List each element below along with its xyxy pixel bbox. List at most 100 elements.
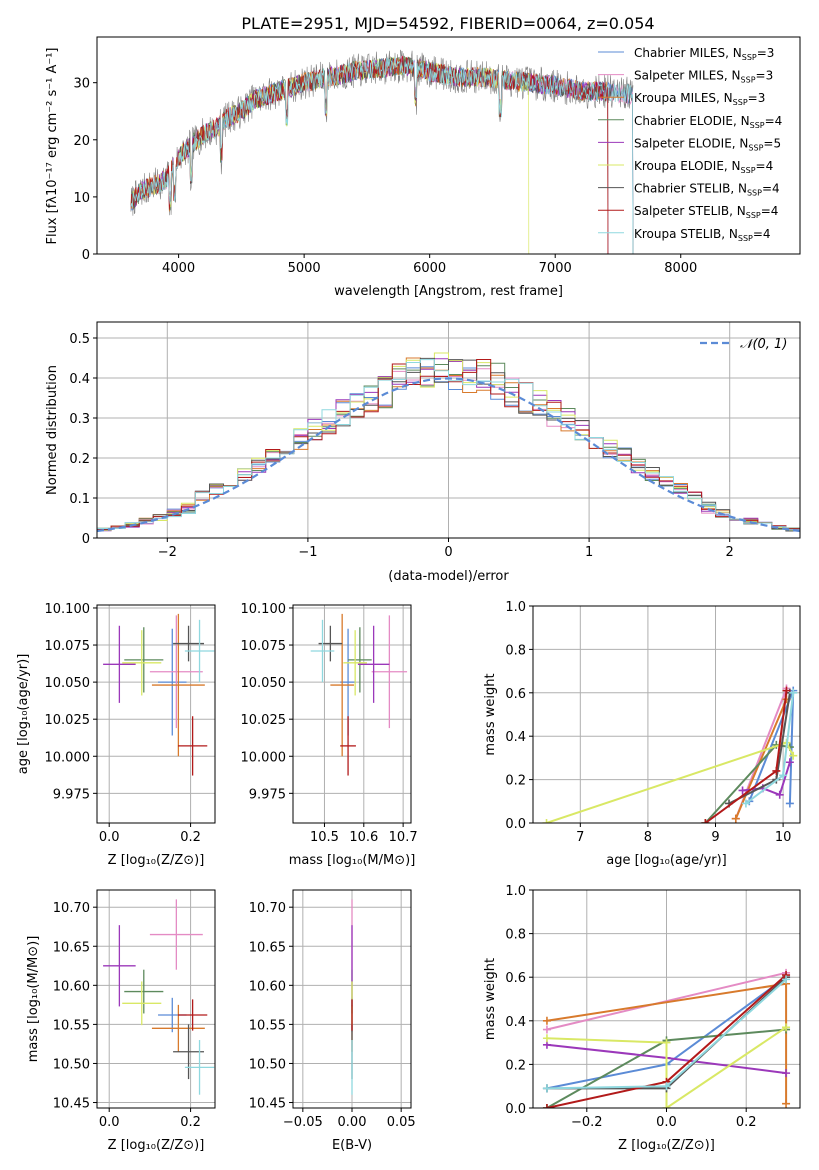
x-tick-label: 9	[711, 830, 719, 845]
errorbar-point-krou-miles	[330, 613, 354, 757]
y-tick-label: 0	[82, 248, 90, 263]
weight-marker	[738, 786, 747, 795]
y-tick-label: 10.025	[45, 713, 91, 728]
x-axis-label: age [log₁₀(age/yr)]	[606, 853, 727, 868]
y-tick-label: 10.45	[249, 1097, 286, 1112]
weight-marker	[782, 1023, 791, 1032]
errorbar-point-krou-elodie	[122, 630, 162, 696]
y-tick-label: 9.975	[249, 787, 286, 802]
y-axis-label: Normed distribution	[45, 365, 60, 495]
y-tick-label: 10	[73, 191, 90, 206]
axes-frame	[532, 605, 801, 824]
x-axis-label: Z [log₁₀(Z/Z⊙)]	[108, 853, 205, 868]
histogram-krou-stelib	[97, 359, 800, 531]
model-spectrum-krou-stelib	[130, 56, 634, 254]
weight-series-salp-stelib	[701, 686, 791, 823]
plot-area-mass_vs_Z	[103, 899, 215, 1095]
x-tick-label: 6000	[413, 261, 446, 276]
model-spectrum-salp-elodie	[130, 57, 609, 254]
panel-age_vs_mass: 10.5 10.6 10.7 9.975 10.000 10.025 10.050 10.07…	[241, 602, 418, 868]
x-tick-label: 0.2	[180, 830, 201, 845]
weight-marker	[542, 1034, 551, 1043]
x-tick-label: 7000	[539, 261, 572, 276]
legend-entry: Kroupa MILES, NSSP=3	[598, 91, 765, 107]
y-tick-label: 0.2	[69, 452, 90, 467]
x-tick-label: 1	[585, 545, 593, 560]
weight-marker	[789, 751, 798, 760]
x-axis-label: E(B-V)	[332, 1138, 372, 1153]
legend-label: Chabrier MILES, NSSP=3	[634, 46, 774, 62]
errorbar-point-chab-stelib	[173, 1024, 205, 1080]
x-tick-label: 10.7	[389, 830, 418, 845]
legend-label: Chabrier ELODIE, NSSP=4	[634, 114, 782, 130]
y-tick-label: 0.4	[69, 372, 90, 387]
weight-marker	[542, 819, 551, 823]
x-axis-label: Z [log₁₀(Z/Z⊙)]	[108, 1138, 205, 1153]
x-tick-label: 5000	[288, 261, 321, 276]
plot-area-age_vs_Z	[103, 613, 215, 776]
y-axis-label: mass weight	[483, 673, 498, 755]
x-tick-label: 0.05	[387, 1115, 416, 1130]
y-tick-label: 10.50	[249, 1057, 286, 1072]
errorbar-point-krou-stelib	[184, 619, 215, 683]
y-tick-label: 10.075	[45, 639, 91, 654]
errorbar-point-krou-stelib	[310, 619, 335, 683]
axes-frame	[292, 889, 412, 1109]
histogram-chab-stelib	[97, 357, 800, 532]
legend-entry: Salpeter MILES, NSSP=3	[598, 69, 773, 85]
weight-series-krou-elodie	[542, 1023, 791, 1108]
y-tick-label: 10.70	[53, 901, 90, 916]
axes-frame	[96, 36, 801, 255]
gaussian-curve	[97, 377, 800, 533]
errorbar-point-chab-miles	[158, 628, 187, 736]
x-tick-label: 0.2	[180, 1115, 201, 1130]
y-tick-label: 10.65	[249, 940, 286, 955]
legend-label: Salpeter ELODIE, NSSP=5	[634, 136, 781, 152]
x-axis-label: wavelength [Angstrom, rest frame]	[334, 284, 563, 299]
errorbar-point-salp-elodie	[357, 625, 390, 703]
y-tick-label: 0.5	[69, 332, 90, 347]
y-tick-label: 10.60	[53, 979, 90, 994]
panel-spectrum: 4000 5000 6000 7000 8000 0 10 20 30 wavelength [A…	[45, 36, 801, 299]
x-axis-label: Z [log₁₀(Z/Z⊙)]	[618, 1138, 715, 1153]
weight-marker	[785, 758, 794, 767]
y-tick-label: 0.8	[505, 643, 526, 658]
errorbar-point-krou-miles	[151, 613, 205, 757]
y-axis-label: age [log₁₀(age/yr)]	[16, 654, 31, 775]
weight-marker	[785, 799, 794, 808]
errorbar-point-salp-elodie	[103, 625, 136, 703]
x-axis-label: (data-model)/error	[388, 569, 509, 584]
weight-marker	[782, 1099, 791, 1108]
weight-marker	[701, 819, 710, 823]
y-tick-label: 10.075	[241, 639, 287, 654]
legend-label: Salpeter STELIB, NSSP=4	[634, 204, 778, 220]
y-tick-label: 0.6	[505, 971, 526, 986]
axes-frame	[292, 604, 412, 824]
y-tick-label: 10.55	[53, 1018, 90, 1033]
legend-entry: Salpeter STELIB, NSSP=4	[598, 204, 778, 220]
plot-area-weight_vs_Z	[542, 968, 791, 1108]
y-axis-label: mass weight	[483, 958, 498, 1040]
weight-marker	[542, 1025, 551, 1034]
y-tick-label: 0.3	[69, 412, 90, 427]
y-tick-label: 10.50	[53, 1057, 90, 1072]
weight-marker	[731, 814, 740, 823]
panel-mass_vs_Z: 0.0 0.2 10.45 10.50 10.55 10.60 10.65 10.70 Z [l…	[26, 889, 216, 1153]
histogram-krou-elodie	[97, 352, 800, 531]
legend-label: Kroupa ELODIE, NSSP=4	[634, 159, 773, 175]
y-tick-label: 10.55	[249, 1018, 286, 1033]
histogram-chab-miles	[97, 366, 800, 531]
x-tick-label: 2	[726, 545, 734, 560]
y-tick-label: 0.8	[505, 928, 526, 943]
plot-area-residuals	[97, 352, 800, 533]
x-tick-label: −1	[298, 545, 317, 560]
y-tick-label: 10.45	[53, 1097, 90, 1112]
errorbar-point-chab-elodie	[124, 969, 164, 1014]
weight-marker	[662, 1082, 671, 1091]
y-tick-label: 0.1	[69, 492, 90, 507]
y-tick-label: 0.2	[505, 1058, 526, 1073]
y-tick-label: 10.60	[249, 979, 286, 994]
errorbar-point-salp-miles	[149, 899, 203, 970]
errorbar-point-salp-elodie	[103, 925, 136, 1007]
y-tick-label: 30	[73, 77, 90, 92]
